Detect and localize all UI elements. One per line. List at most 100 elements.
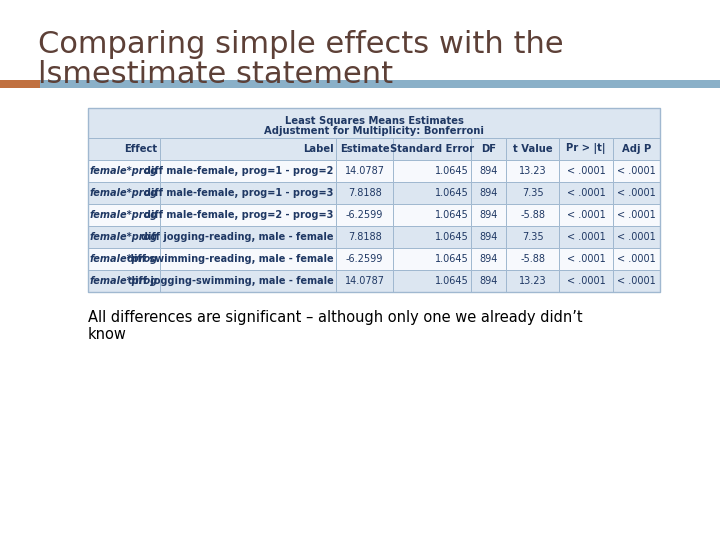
Text: female*prog: female*prog (89, 166, 157, 176)
Bar (613, 204, 660, 226)
Text: 1.0645: 1.0645 (435, 188, 469, 198)
Text: Comparing simple effects with the: Comparing simple effects with the (38, 30, 564, 59)
Bar (472, 138, 506, 160)
Text: 1.0645: 1.0645 (435, 166, 469, 176)
Bar (613, 248, 660, 270)
Bar (393, 182, 472, 204)
Text: < .0001: < .0001 (617, 188, 656, 198)
Bar (88, 138, 161, 160)
Text: 894: 894 (480, 188, 498, 198)
Text: -6.2599: -6.2599 (346, 210, 383, 220)
Text: diff jogging-swimming, male - female: diff jogging-swimming, male - female (127, 276, 333, 286)
Text: Standard Error: Standard Error (390, 144, 474, 154)
Text: diff male-female, prog=2 - prog=3: diff male-female, prog=2 - prog=3 (144, 210, 333, 220)
Text: 7.35: 7.35 (522, 188, 544, 198)
Text: < .0001: < .0001 (617, 210, 656, 220)
Text: diff jogging-reading, male - female: diff jogging-reading, male - female (141, 232, 333, 242)
Bar (472, 248, 506, 270)
Text: < .0001: < .0001 (617, 232, 656, 242)
Text: 1.0645: 1.0645 (435, 254, 469, 264)
Text: Adj P: Adj P (622, 144, 651, 154)
Text: female*prog: female*prog (89, 232, 157, 242)
Text: 7.8188: 7.8188 (348, 232, 382, 242)
Bar (393, 226, 472, 248)
Bar (559, 248, 613, 270)
Text: Least Squares Means Estimates: Least Squares Means Estimates (284, 116, 464, 126)
Text: 7.8188: 7.8188 (348, 188, 382, 198)
Text: lsmestimate statement: lsmestimate statement (38, 60, 393, 89)
Text: 894: 894 (480, 276, 498, 286)
Text: diff male-female, prog=1 - prog=2: diff male-female, prog=1 - prog=2 (144, 166, 333, 176)
Text: 894: 894 (480, 232, 498, 242)
Bar (613, 270, 660, 292)
Bar (336, 160, 393, 182)
Text: < .0001: < .0001 (567, 254, 606, 264)
Text: Adjustment for Multiplicity: Bonferroni: Adjustment for Multiplicity: Bonferroni (264, 126, 484, 136)
Text: 7.35: 7.35 (522, 232, 544, 242)
Bar (393, 248, 472, 270)
Bar (559, 182, 613, 204)
Text: 1.0645: 1.0645 (435, 210, 469, 220)
Bar (161, 160, 336, 182)
Bar (161, 138, 336, 160)
Bar (559, 204, 613, 226)
Bar (336, 182, 393, 204)
Text: DF: DF (481, 144, 496, 154)
Bar (506, 204, 559, 226)
Text: Estimate: Estimate (340, 144, 390, 154)
Bar (559, 226, 613, 248)
Bar (88, 248, 161, 270)
Bar (559, 160, 613, 182)
Text: Effect: Effect (124, 144, 157, 154)
Bar (336, 226, 393, 248)
Text: < .0001: < .0001 (617, 276, 656, 286)
Bar (161, 270, 336, 292)
Bar (472, 226, 506, 248)
Text: t Value: t Value (513, 144, 552, 154)
Bar (393, 160, 472, 182)
Text: < .0001: < .0001 (567, 276, 606, 286)
Text: < .0001: < .0001 (567, 166, 606, 176)
Bar (336, 270, 393, 292)
Bar (613, 182, 660, 204)
Text: 1.0645: 1.0645 (435, 276, 469, 286)
Bar (88, 204, 161, 226)
Bar (88, 108, 660, 292)
Bar (559, 270, 613, 292)
Text: female*prog: female*prog (89, 254, 157, 264)
Text: female*prog: female*prog (89, 188, 157, 198)
Bar (393, 138, 472, 160)
Bar (506, 160, 559, 182)
Text: < .0001: < .0001 (567, 232, 606, 242)
Bar (506, 248, 559, 270)
Text: < .0001: < .0001 (617, 166, 656, 176)
Text: 894: 894 (480, 210, 498, 220)
Text: 13.23: 13.23 (519, 166, 546, 176)
Bar (336, 204, 393, 226)
Bar (393, 204, 472, 226)
Bar (0, 80, 40, 88)
Bar (472, 204, 506, 226)
Text: -6.2599: -6.2599 (346, 254, 383, 264)
Bar (88, 182, 161, 204)
Text: 894: 894 (480, 254, 498, 264)
Bar (506, 226, 559, 248)
Bar (161, 204, 336, 226)
Text: female*prog: female*prog (89, 276, 157, 286)
Bar (472, 270, 506, 292)
Bar (88, 270, 161, 292)
Text: 1.0645: 1.0645 (435, 232, 469, 242)
Bar (613, 226, 660, 248)
Bar (88, 226, 161, 248)
Text: 14.0787: 14.0787 (345, 276, 384, 286)
Text: < .0001: < .0001 (617, 254, 656, 264)
Bar (472, 160, 506, 182)
Bar (40, 80, 720, 88)
Bar (506, 182, 559, 204)
Bar (88, 108, 660, 138)
Bar (336, 248, 393, 270)
Bar (161, 248, 336, 270)
Text: Label: Label (302, 144, 333, 154)
Text: Pr > |t|: Pr > |t| (567, 144, 606, 154)
Bar (88, 160, 161, 182)
